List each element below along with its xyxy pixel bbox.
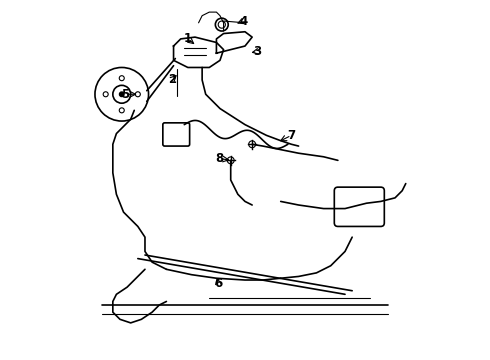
- Text: 4: 4: [239, 14, 247, 27]
- Text: 7: 7: [287, 129, 295, 142]
- Text: 5: 5: [121, 88, 129, 101]
- Circle shape: [120, 92, 124, 96]
- Text: 3: 3: [253, 45, 262, 58]
- Text: 8: 8: [215, 152, 223, 165]
- Text: 6: 6: [214, 277, 222, 290]
- Text: 2: 2: [168, 73, 176, 86]
- Text: 1: 1: [184, 32, 192, 45]
